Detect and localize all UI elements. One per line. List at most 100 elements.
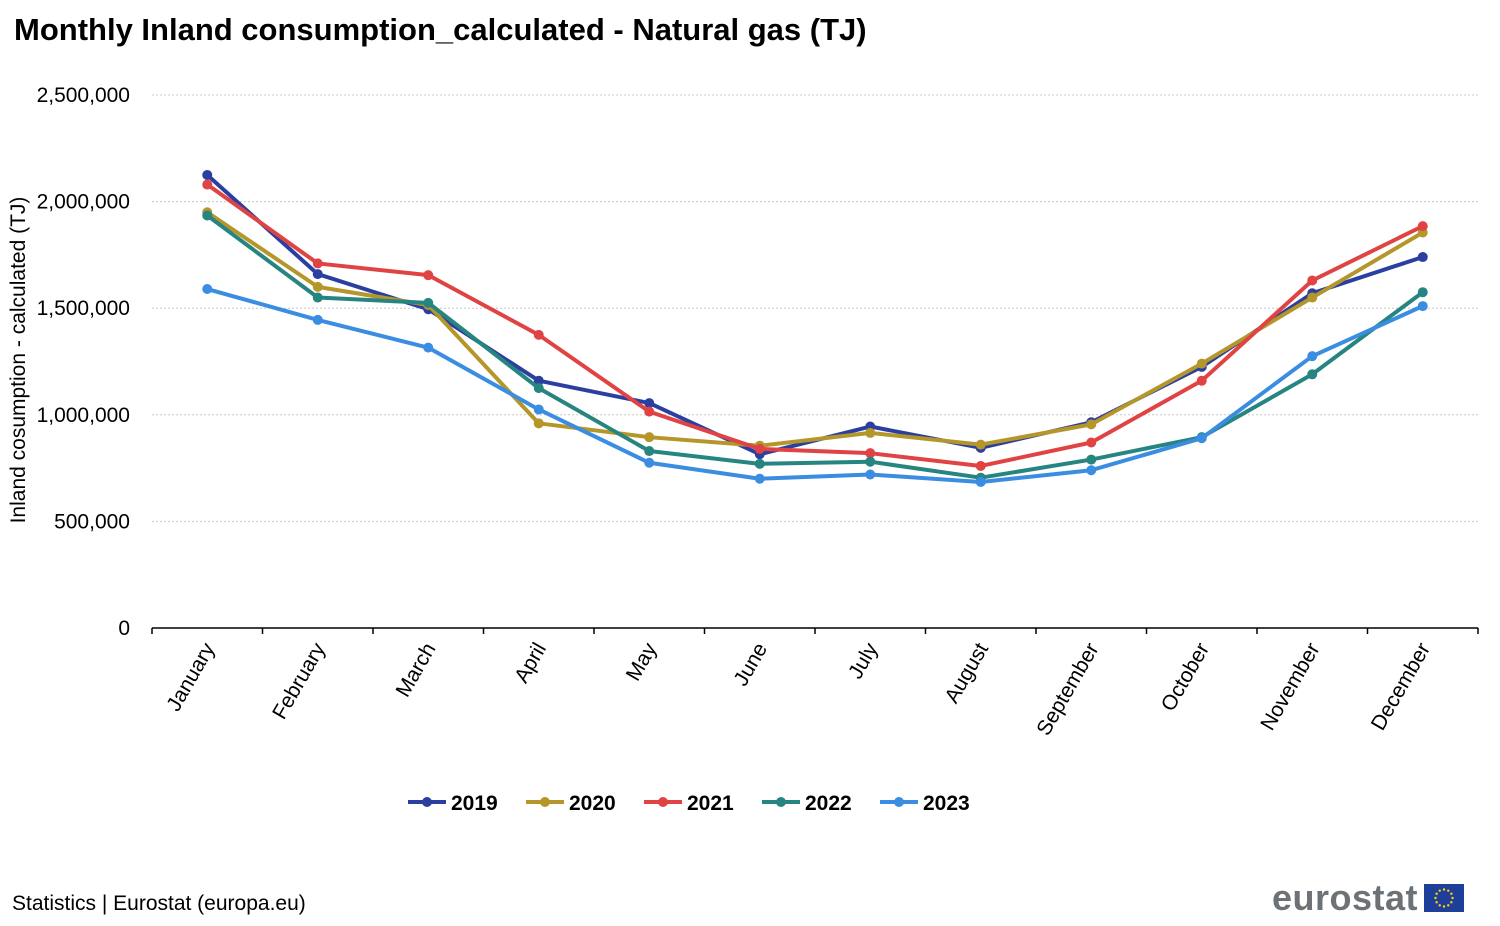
data-point [533, 418, 544, 429]
x-tick-label: December [1367, 639, 1435, 734]
legend-swatch-marker [422, 797, 432, 807]
legend-swatch-marker [658, 797, 668, 807]
series-2021 [202, 179, 1428, 471]
flag-star [1438, 889, 1441, 892]
data-point [1086, 419, 1097, 430]
data-point [312, 258, 323, 269]
data-point [202, 284, 213, 295]
series-line-2019 [205, 172, 1425, 457]
data-point [423, 342, 434, 353]
data-point [202, 179, 213, 190]
legend-item-2023[interactable]: 2023 [880, 792, 970, 815]
data-point [975, 460, 986, 471]
x-tick-label: October [1157, 639, 1214, 715]
data-point [533, 375, 544, 386]
flag-star [1447, 889, 1450, 892]
eu-flag-icon [1424, 884, 1465, 912]
data-point [865, 427, 876, 438]
data-point [754, 458, 765, 469]
data-point [1307, 369, 1318, 380]
x-tick-label: June [729, 639, 772, 690]
data-point [644, 432, 655, 443]
data-point [312, 314, 323, 325]
data-point [1307, 275, 1318, 286]
eurostat-logo-text: eurostat [1272, 877, 1419, 918]
legend-item-2019[interactable]: 2019 [408, 792, 498, 815]
flag-star [1451, 896, 1454, 900]
eurostat-logo[interactable]: eurostat [1272, 877, 1465, 918]
legend-label: 2019 [451, 792, 498, 815]
legend-item-2022[interactable]: 2022 [762, 792, 852, 815]
series-line-2023 [205, 287, 1425, 484]
legend-swatch-marker [540, 797, 550, 807]
data-point [644, 457, 655, 468]
x-tick-label: July [844, 639, 883, 683]
flag-star [1450, 892, 1453, 895]
data-point [533, 383, 544, 394]
data-point [533, 329, 544, 340]
legend-label: 2020 [569, 792, 616, 815]
flag-star [1438, 904, 1441, 907]
data-point [644, 398, 655, 409]
series-line-2021 [205, 182, 1425, 468]
x-tick-label: April [510, 639, 551, 687]
y-tick-label: 2,000,000 [37, 191, 130, 214]
data-point [1086, 437, 1097, 448]
legend[interactable]: 2019 2020 2021 2022 2023 [408, 792, 970, 815]
data-point [1196, 375, 1207, 386]
x-tick-label: February [268, 639, 330, 724]
flag-star [1450, 901, 1453, 904]
flag-star [1434, 896, 1437, 900]
data-point [644, 406, 655, 417]
flag-star [1442, 888, 1446, 891]
x-tick-label: May [622, 639, 662, 685]
data-point [865, 448, 876, 459]
data-point [1417, 301, 1428, 312]
data-point [1196, 358, 1207, 369]
x-tick-label: March [391, 639, 440, 701]
data-point [1196, 433, 1207, 444]
y-tick-label: 0 [118, 617, 130, 640]
legend-item-2020[interactable]: 2020 [526, 792, 616, 815]
flag-star [1447, 904, 1450, 907]
data-point [312, 292, 323, 303]
data-point [1417, 252, 1428, 263]
data-point [1307, 351, 1318, 362]
data-point [312, 281, 323, 292]
x-tick-label: August [940, 639, 993, 707]
y-tick-label: 2,500,000 [37, 84, 130, 107]
legend-label: 2021 [687, 792, 734, 815]
axes: 0 500,000 1,000,000 1,500,000 2,000,000 2,500… [37, 84, 1479, 739]
series-2019 [202, 169, 1428, 460]
data-point [1086, 454, 1097, 465]
data-point [865, 469, 876, 480]
data-point [865, 456, 876, 467]
x-tick-label: September [1032, 639, 1103, 739]
y-tick-label: 1,500,000 [37, 297, 130, 320]
x-tick-label: November [1256, 639, 1324, 734]
data-point [1417, 221, 1428, 232]
legend-label: 2023 [923, 792, 970, 815]
flag-star [1442, 905, 1446, 908]
y-axis-label: Inland cosumption - calculated (TJ) [7, 197, 30, 524]
source-note[interactable]: Statistics | Eurostat (europa.eu) [12, 892, 306, 915]
chart-title: Monthly Inland consumption_calculated - … [14, 12, 867, 47]
data-point [312, 269, 323, 280]
y-tick-label: 1,000,000 [37, 404, 130, 427]
data-point [644, 446, 655, 457]
y-tick-label: 500,000 [54, 510, 130, 533]
data-point [754, 443, 765, 454]
data-point [533, 404, 544, 415]
legend-item-2021[interactable]: 2021 [644, 792, 734, 815]
legend-label: 2022 [805, 792, 852, 815]
data-point [975, 476, 986, 487]
data-point [975, 439, 986, 450]
data-point [1417, 287, 1428, 298]
data-point [202, 210, 213, 221]
series-lines [202, 169, 1428, 487]
flag-star [1435, 892, 1438, 895]
data-point [423, 270, 434, 281]
data-point [423, 297, 434, 308]
x-tick-label: January [162, 639, 220, 716]
